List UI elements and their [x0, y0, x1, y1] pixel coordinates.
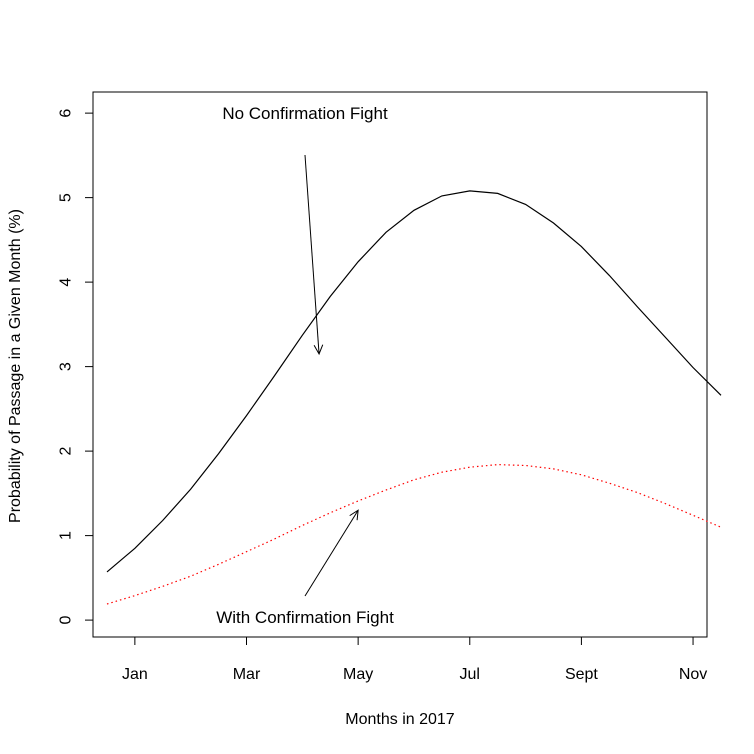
x-tick-label: May [343, 666, 373, 683]
y-tick-label: 0 [58, 616, 75, 625]
x-tick-label: Jul [460, 666, 480, 683]
annotation-arrow-shaft [304, 509, 359, 597]
x-tick-label: Jan [122, 666, 148, 683]
y-tick-label: 4 [58, 278, 75, 287]
annotation-arrow-shaft [304, 154, 320, 354]
y-tick-label: 3 [58, 362, 75, 371]
x-tick-label: Nov [679, 666, 707, 683]
series-line-with-confirmation-fight [106, 463, 722, 605]
y-tick-label: 1 [58, 531, 75, 540]
x-tick-label: Mar [233, 666, 261, 683]
y-tick-label: 2 [58, 447, 75, 456]
x-axis-title: Months in 2017 [345, 711, 455, 728]
annotation-with-confirmation-fight: With Confirmation Fight [216, 608, 394, 627]
annotation-arrow-head [313, 344, 324, 356]
plot-frame [92, 91, 708, 638]
y-tick-label: 5 [58, 193, 75, 202]
y-tick-label: 6 [58, 109, 75, 118]
annotation-layer: No Confirmation Fight With Confirmation F… [216, 104, 394, 627]
series-layer [106, 190, 722, 605]
series-line-no-confirmation-fight [106, 190, 722, 573]
x-axis: Jan Mar May Jul Sept Nov [122, 637, 707, 683]
annotation-no-confirmation-fight: No Confirmation Fight [222, 104, 388, 123]
annotation-arrow-head [349, 509, 359, 521]
y-axis: 0 1 2 3 4 5 6 [58, 109, 93, 625]
y-axis-title: Probability of Passage in a Given Month … [7, 209, 24, 523]
x-tick-label: Sept [565, 666, 598, 683]
